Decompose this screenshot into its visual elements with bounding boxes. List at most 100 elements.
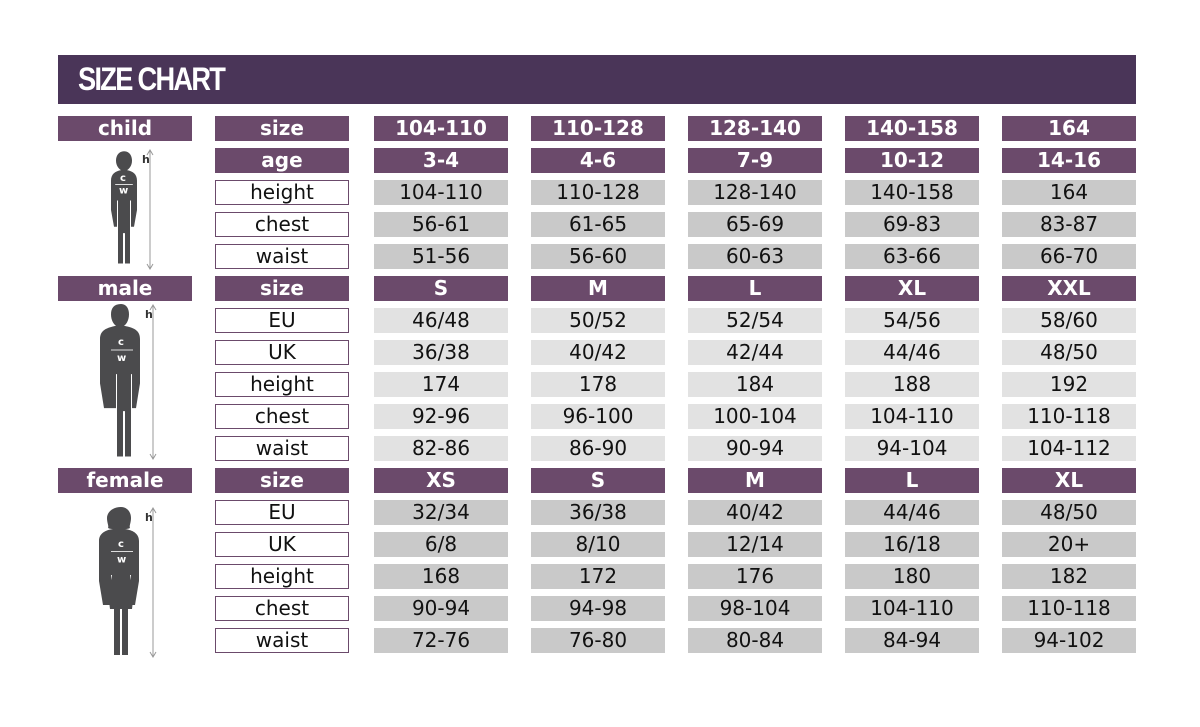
table-cell: 16/18 (845, 532, 979, 557)
table-cell: 82-86 (374, 436, 508, 461)
title-bar: SIZE CHART (58, 55, 1136, 104)
male-silhouette-icon: h cw (100, 304, 157, 460)
column-header: 140-158 (845, 116, 979, 141)
table-cell: 58/60 (1002, 308, 1136, 333)
table-cell: 12/14 (688, 532, 822, 557)
table-cell: 6/8 (374, 532, 508, 557)
column-header: 10-12 (845, 148, 979, 173)
table-cell: 51-56 (374, 244, 508, 269)
table-cell: 60-63 (688, 244, 822, 269)
table-cell: 76-80 (531, 628, 665, 653)
group-label-female: female (58, 468, 192, 493)
field-label-age: age (215, 148, 349, 173)
table-cell: 180 (845, 564, 979, 589)
height-marker: h (145, 308, 153, 321)
table-cell: 92-96 (374, 404, 508, 429)
table-cell: 40/42 (531, 340, 665, 365)
table-cell: 66-70 (1002, 244, 1136, 269)
column-header: XXL (1002, 276, 1136, 301)
column-header: M (688, 468, 822, 493)
table-cell: 168 (374, 564, 508, 589)
table-cell: 48/50 (1002, 340, 1136, 365)
table-cell: 40/42 (688, 500, 822, 525)
table-cell: 32/34 (374, 500, 508, 525)
table-cell: 65-69 (688, 212, 822, 237)
column-header: XL (1002, 468, 1136, 493)
field-label-eu: EU (215, 500, 349, 525)
table-cell: 36/38 (531, 500, 665, 525)
female-silhouette-icon: h cw (99, 507, 157, 658)
table-cell: 104-112 (1002, 436, 1136, 461)
field-label-chest: chest (215, 404, 349, 429)
table-cell: 90-94 (688, 436, 822, 461)
column-header: 7-9 (688, 148, 822, 173)
column-header: XL (845, 276, 979, 301)
table-cell: 42/44 (688, 340, 822, 365)
table-cell: 72-76 (374, 628, 508, 653)
table-cell: 80-84 (688, 628, 822, 653)
column-header: 14-16 (1002, 148, 1136, 173)
field-label-height: height (215, 180, 349, 205)
waist-marker: w (117, 353, 126, 364)
field-label-height: height (215, 564, 349, 589)
chest-marker: c (118, 539, 124, 550)
field-label-waist: waist (215, 436, 349, 461)
column-header: 164 (1002, 116, 1136, 141)
table-cell: 110-128 (531, 180, 665, 205)
table-cell: 110-118 (1002, 596, 1136, 621)
table-cell: 94-98 (531, 596, 665, 621)
column-header: 128-140 (688, 116, 822, 141)
field-label-uk: UK (215, 532, 349, 557)
field-label-waist: waist (215, 628, 349, 653)
field-label-height: height (215, 372, 349, 397)
table-cell: 20+ (1002, 532, 1136, 557)
column-header: 110-128 (531, 116, 665, 141)
table-cell: 104-110 (374, 180, 508, 205)
group-label-male: male (58, 276, 192, 301)
column-header: S (531, 468, 665, 493)
height-marker: h (145, 511, 153, 524)
table-cell: 56-60 (531, 244, 665, 269)
table-cell: 84-94 (845, 628, 979, 653)
group-label-child: child (58, 116, 192, 141)
table-cell: 8/10 (531, 532, 665, 557)
column-header: 104-110 (374, 116, 508, 141)
table-cell: 140-158 (845, 180, 979, 205)
column-header: XS (374, 468, 508, 493)
table-cell: 86-90 (531, 436, 665, 461)
column-header: S (374, 276, 508, 301)
page-title: SIZE CHART (78, 61, 226, 97)
table-cell: 69-83 (845, 212, 979, 237)
table-cell: 94-104 (845, 436, 979, 461)
table-cell: 110-118 (1002, 404, 1136, 429)
chest-marker: c (120, 173, 126, 184)
table-cell: 83-87 (1002, 212, 1136, 237)
table-cell: 128-140 (688, 180, 822, 205)
table-cell: 98-104 (688, 596, 822, 621)
field-label-size: size (215, 116, 349, 141)
table-cell: 172 (531, 564, 665, 589)
chest-marker: c (118, 337, 124, 348)
table-cell: 44/46 (845, 500, 979, 525)
waist-marker: w (117, 554, 126, 565)
table-cell: 184 (688, 372, 822, 397)
table-cell: 104-110 (845, 404, 979, 429)
table-cell: 50/52 (531, 308, 665, 333)
table-cell: 182 (1002, 564, 1136, 589)
table-cell: 178 (531, 372, 665, 397)
table-cell: 61-65 (531, 212, 665, 237)
table-cell: 164 (1002, 180, 1136, 205)
field-label-chest: chest (215, 596, 349, 621)
table-cell: 192 (1002, 372, 1136, 397)
table-cell: 94-102 (1002, 628, 1136, 653)
column-header: 3-4 (374, 148, 508, 173)
table-cell: 90-94 (374, 596, 508, 621)
column-header: L (845, 468, 979, 493)
table-cell: 54/56 (845, 308, 979, 333)
table-cell: 48/50 (1002, 500, 1136, 525)
child-silhouette-icon: h cw (111, 149, 154, 270)
table-cell: 96-100 (531, 404, 665, 429)
field-label-size: size (215, 468, 349, 493)
table-cell: 46/48 (374, 308, 508, 333)
